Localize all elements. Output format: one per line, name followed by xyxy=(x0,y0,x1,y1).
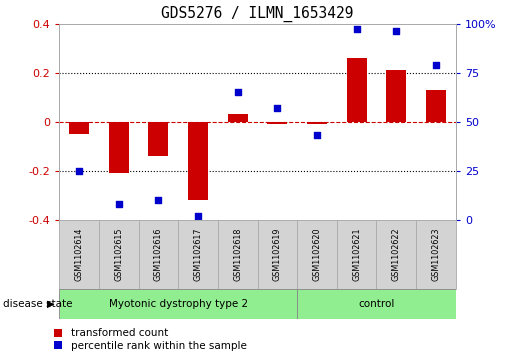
Point xyxy=(273,105,281,111)
Bar xyxy=(69,122,89,134)
Text: GSM1102617: GSM1102617 xyxy=(194,227,202,281)
Bar xyxy=(347,58,367,122)
Text: Myotonic dystrophy type 2: Myotonic dystrophy type 2 xyxy=(109,299,248,309)
Text: GSM1102620: GSM1102620 xyxy=(313,227,321,281)
Point xyxy=(75,168,83,174)
Bar xyxy=(109,122,129,173)
Bar xyxy=(376,220,416,289)
Point xyxy=(154,197,163,203)
Point xyxy=(313,132,321,138)
Bar xyxy=(218,220,258,289)
Point xyxy=(392,29,401,34)
Point xyxy=(114,201,123,207)
Bar xyxy=(386,70,406,122)
Point xyxy=(432,62,440,68)
Legend: transformed count, percentile rank within the sample: transformed count, percentile rank withi… xyxy=(54,328,247,351)
Text: control: control xyxy=(358,299,394,309)
Text: GSM1102618: GSM1102618 xyxy=(233,227,242,281)
Bar xyxy=(148,122,168,156)
Text: GSM1102621: GSM1102621 xyxy=(352,227,361,281)
Bar xyxy=(188,122,208,200)
Bar xyxy=(297,289,456,319)
Bar xyxy=(258,220,297,289)
Point xyxy=(194,213,202,219)
Bar xyxy=(426,90,446,122)
Text: GSM1102622: GSM1102622 xyxy=(392,227,401,281)
Bar xyxy=(416,220,456,289)
Text: GSM1102614: GSM1102614 xyxy=(75,227,83,281)
Point xyxy=(352,26,360,32)
Bar xyxy=(228,114,248,122)
Bar xyxy=(307,122,327,124)
Bar xyxy=(297,220,337,289)
Bar xyxy=(337,220,376,289)
Text: GSM1102623: GSM1102623 xyxy=(432,227,440,281)
Title: GDS5276 / ILMN_1653429: GDS5276 / ILMN_1653429 xyxy=(161,6,354,22)
Bar xyxy=(59,220,99,289)
Bar xyxy=(59,289,297,319)
Text: ▶: ▶ xyxy=(46,299,54,309)
Point xyxy=(234,89,242,95)
Text: GSM1102615: GSM1102615 xyxy=(114,227,123,281)
Text: disease state: disease state xyxy=(3,299,72,309)
Bar xyxy=(99,220,139,289)
Bar xyxy=(267,122,287,124)
Bar xyxy=(139,220,178,289)
Text: GSM1102616: GSM1102616 xyxy=(154,227,163,281)
Bar xyxy=(178,220,218,289)
Text: GSM1102619: GSM1102619 xyxy=(273,227,282,281)
